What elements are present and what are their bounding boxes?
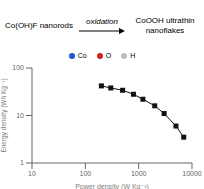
html-text:O: O [105, 52, 112, 59]
html-text:H: H [130, 52, 136, 59]
svg-text:10: 10 [16, 112, 24, 119]
html-text:CoOOH ultrathin nanoflakes: CoOOH ultrathin nanoflakes [135, 16, 195, 35]
svg-text:100: 100 [79, 170, 91, 177]
svg-text:Power density (W Kg⁻¹): Power density (W Kg⁻¹) [75, 183, 149, 189]
svg-text:10000: 10000 [182, 170, 202, 177]
svg-text:Energy density (Wh Kg⁻¹): Energy density (Wh Kg⁻¹) [0, 78, 8, 152]
svg-text:1: 1 [20, 159, 24, 166]
html-text:oxidation: oxidation [86, 16, 118, 26]
svg-text:1000: 1000 [131, 170, 147, 177]
html-text:Co: Co [77, 52, 87, 59]
svg-text:100: 100 [12, 64, 24, 71]
html-text:Co(OH)F nanorods: Co(OH)F nanorods [5, 21, 73, 30]
svg-text:10: 10 [28, 170, 36, 177]
